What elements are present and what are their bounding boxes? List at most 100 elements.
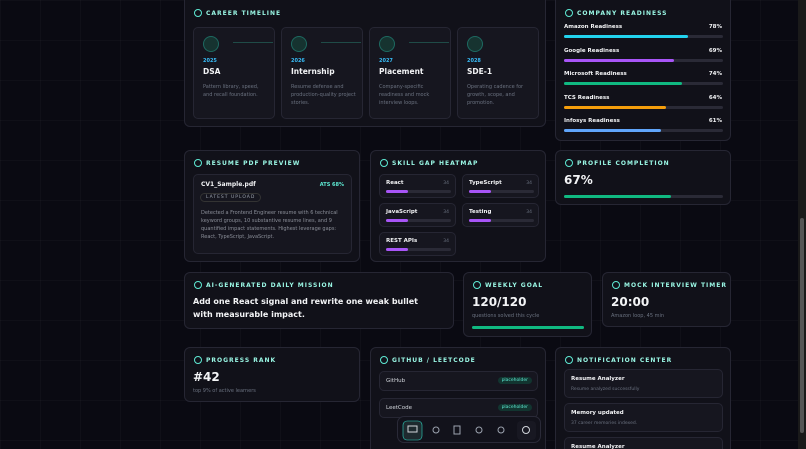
timeline-step: 2026 Internship Resume defense and product…	[281, 27, 363, 119]
monitor-icon[interactable]	[407, 425, 418, 433]
step-title: Internship	[291, 67, 335, 76]
readiness-track	[564, 82, 723, 85]
resume-preview: CV1_Sample.pdf ATS 68% LATEST UPLOAD Det…	[193, 174, 352, 254]
integration-row: LeetCode placeholder	[379, 398, 538, 418]
skill-track	[386, 219, 451, 222]
card-header: CAREER TIMELINE	[194, 9, 281, 17]
notification: Resume Analyzer	[564, 437, 723, 449]
skill-gap-card: SKILL GAP HEATMAP React 34 TypeScript 34 Jav…	[370, 150, 546, 262]
progress-fill	[564, 195, 671, 198]
step-year: 2028	[467, 58, 481, 64]
notification-text: Resume analyzed successfully	[571, 387, 640, 392]
mission-card: AI-GENERATED DAILY MISSION Add one React…	[184, 272, 454, 329]
progress-track	[564, 195, 723, 198]
notification-card: NOTIFICATION CENTER Resume Analyzer Resum…	[555, 347, 731, 449]
career-timeline-card: CAREER TIMELINE 2025 DSA Pattern library, …	[184, 0, 546, 127]
company-percent: 78%	[708, 24, 722, 30]
step-desc: Operating cadence for growth, scope, and…	[467, 84, 524, 106]
integration-name: LeetCode	[386, 405, 412, 411]
progress-track	[472, 326, 584, 329]
card-title: AI-GENERATED DAILY MISSION	[206, 281, 334, 289]
company-name: Infosys Readiness	[564, 118, 620, 124]
card-header: COMPANY READINESS	[565, 9, 668, 17]
card-header: RESUME PDF PREVIEW	[194, 159, 300, 167]
card-title: PROGRESS RANK	[206, 356, 277, 364]
badge: LATEST UPLOAD	[200, 193, 262, 202]
profile-card: PROFILE COMPLETION 67%	[555, 150, 731, 205]
skill-name: TypeScript	[469, 180, 502, 186]
card-title: MOCK INTERVIEW TIMER	[624, 281, 727, 289]
skill-tile: REST APIs 34	[379, 232, 456, 256]
timeline-step: 2027 Placement Company-specific readiness …	[369, 27, 451, 119]
settings-icon[interactable]	[497, 426, 505, 434]
rank-card: PROGRESS RANK #42 top 9% of active learn…	[184, 347, 360, 402]
step-icon	[467, 36, 483, 52]
dock-active[interactable]	[402, 420, 423, 441]
mission-text: Add one React signal and rewrite one wea…	[193, 297, 418, 319]
integration-name: GitHub	[386, 378, 406, 384]
company-percent: 64%	[708, 94, 722, 101]
skill-track	[386, 190, 451, 193]
notification-title: Memory updated	[571, 410, 624, 416]
readiness-bar	[564, 35, 689, 38]
readiness-bar	[564, 129, 661, 132]
card-header: WEEKLY GOAL	[473, 281, 543, 289]
readiness-bar	[564, 82, 682, 85]
skill-bar	[386, 190, 409, 193]
company-percent: 74%	[708, 71, 722, 77]
skill-score: 34	[526, 210, 532, 215]
ats-score: ATS 68%	[319, 182, 344, 188]
step-desc: Company-specific readiness and mock inte…	[379, 84, 430, 106]
card-header: GITHUB / LEETCODE	[380, 356, 476, 364]
skill-name: JavaScript	[386, 209, 418, 215]
dock	[397, 416, 541, 443]
readiness-track	[564, 105, 723, 109]
pen-icon[interactable]	[432, 426, 440, 434]
resume-card: RESUME PDF PREVIEW CV1_Sample.pdf ATS 68…	[184, 150, 360, 262]
notification: Memory updated 37 career memories indexed…	[564, 403, 723, 432]
branch-icon[interactable]	[475, 426, 483, 434]
skill-tile: React 34	[379, 174, 456, 198]
step-desc: Pattern library, speed, and recall found…	[203, 84, 259, 98]
scroll-thumb[interactable]	[800, 218, 804, 433]
skill-name: Testing	[469, 209, 492, 215]
company-name: Amazon Readiness	[564, 24, 623, 30]
skill-bar	[469, 219, 492, 222]
step-icon	[203, 36, 219, 52]
card-header: MOCK INTERVIEW TIMER	[612, 281, 727, 289]
theme-toggle[interactable]	[517, 421, 536, 440]
skill-tile: JavaScript 34	[379, 203, 456, 227]
readiness-track	[564, 129, 723, 132]
card-header: PROGRESS RANK	[194, 356, 276, 364]
skill-score: 34	[443, 181, 449, 186]
summary: Detected a Frontend Engineer resume with…	[201, 210, 338, 240]
moon-icon[interactable]	[522, 426, 530, 434]
card-title: COMPANY READINESS	[577, 9, 668, 17]
connector	[409, 42, 449, 43]
timer: 20:00	[611, 295, 650, 309]
card-header: SKILL GAP HEATMAP	[380, 159, 478, 167]
notification-title: Resume Analyzer	[571, 376, 625, 382]
integration-status: placeholder	[497, 377, 532, 384]
step-icon	[291, 36, 307, 52]
rank-value: #42	[193, 370, 220, 384]
timeline-step: 2025 DSA Pattern library, speed, and recal…	[193, 27, 275, 119]
skill-bar	[386, 219, 409, 222]
skill-bar	[386, 248, 409, 251]
skill-score: 34	[443, 239, 449, 244]
goal-value: 120/120	[472, 295, 527, 309]
skill-name: REST APIs	[386, 238, 418, 244]
step-title: Placement	[379, 67, 424, 76]
dock-icons	[402, 420, 536, 441]
skill-bar	[469, 190, 492, 193]
readiness-bar	[564, 58, 674, 62]
readiness-bar	[564, 105, 666, 109]
doc-icon[interactable]	[453, 425, 461, 435]
step-title: DSA	[203, 67, 221, 76]
company-percent: 61%	[708, 118, 722, 124]
file-name: CV1_Sample.pdf	[201, 181, 256, 188]
step-title: SDE-1	[467, 67, 493, 76]
skill-track	[469, 219, 534, 222]
card-header: AI-GENERATED DAILY MISSION	[194, 281, 334, 289]
